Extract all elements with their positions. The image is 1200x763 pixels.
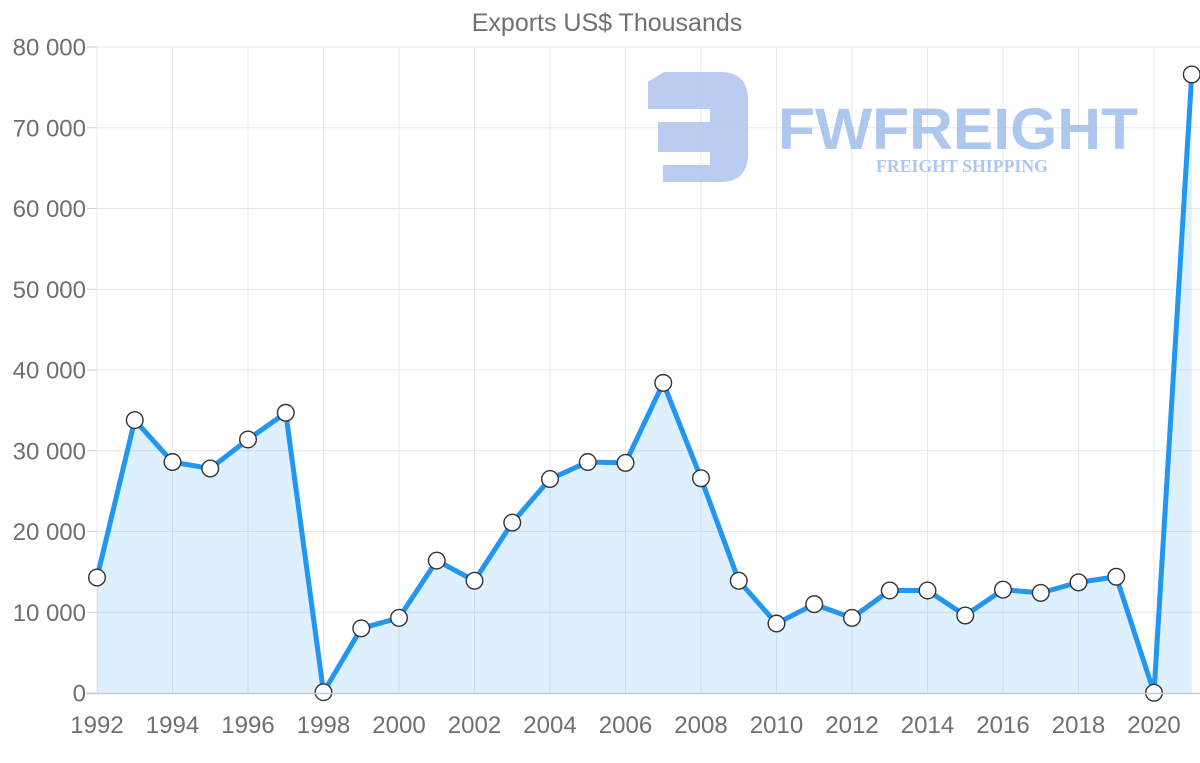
- x-axis-label: 2008: [674, 712, 727, 739]
- y-axis-label: 50 000: [13, 277, 86, 304]
- x-axis-label: 1992: [70, 712, 123, 739]
- data-point: [390, 608, 409, 627]
- data-point: [465, 571, 484, 590]
- data-point: [125, 411, 144, 430]
- watermark: FWFREIGHT FREIGHT SHIPPING: [648, 72, 1138, 182]
- data-point: [427, 551, 446, 570]
- data-point: [578, 453, 597, 472]
- data-point: [352, 619, 371, 638]
- x-axis-label: 1996: [221, 712, 274, 739]
- x-axis-label: 2000: [372, 712, 425, 739]
- data-point: [314, 683, 333, 702]
- y-axis-label: 20 000: [13, 519, 86, 546]
- tagline-text: FREIGHT SHIPPING: [876, 156, 1048, 176]
- data-point: [163, 453, 182, 472]
- data-point: [729, 571, 748, 590]
- y-axis-label: 0: [73, 681, 86, 708]
- data-point: [238, 430, 257, 449]
- y-axis-label: 10 000: [13, 600, 86, 627]
- x-axis-label: 2018: [1052, 712, 1105, 739]
- data-point: [654, 373, 673, 392]
- x-axis-label: 2016: [976, 712, 1029, 739]
- data-point: [880, 581, 899, 600]
- data-point: [87, 568, 106, 587]
- x-axis-label: 1994: [146, 712, 199, 739]
- area-fill: [97, 74, 1192, 693]
- data-point: [692, 469, 711, 488]
- data-point: [201, 459, 220, 478]
- x-axis-label: 2002: [448, 712, 501, 739]
- x-axis-label: 2020: [1127, 712, 1180, 739]
- x-axis-label: 2012: [825, 712, 878, 739]
- x-axis-label: 2014: [901, 712, 954, 739]
- y-axis-label: 60 000: [13, 196, 86, 223]
- x-axis-label: 1998: [297, 712, 350, 739]
- y-axis-label: 30 000: [13, 438, 86, 465]
- data-point: [843, 608, 862, 627]
- data-point: [616, 453, 635, 472]
- series-layer: [87, 65, 1200, 702]
- axes-layer: 0 10 000 20 000 30 000 40 000 50 000 60 000 70 …: [13, 35, 1200, 739]
- logo-mark-icon: [648, 72, 748, 182]
- y-axis-label: 40 000: [13, 358, 86, 385]
- data-point: [1069, 573, 1088, 592]
- y-axis-label: 70 000: [13, 115, 86, 142]
- data-point: [1182, 65, 1200, 84]
- data-point: [918, 581, 937, 600]
- x-axis-label: 2010: [750, 712, 803, 739]
- chart-title: Exports US$ Thousands: [472, 9, 743, 37]
- y-axis-label: 80 000: [13, 35, 86, 62]
- x-axis-label: 2004: [523, 712, 576, 739]
- brand-text: FWFREIGHT: [778, 97, 1138, 162]
- x-axis-label: 2006: [599, 712, 652, 739]
- data-point: [541, 470, 560, 489]
- data-point: [956, 606, 975, 625]
- data-point: [1107, 567, 1126, 586]
- data-point: [767, 614, 786, 633]
- data-point: [1031, 583, 1050, 602]
- data-point: [994, 580, 1013, 599]
- data-point: [276, 403, 295, 422]
- data-point: [503, 513, 522, 532]
- data-point: [805, 595, 824, 614]
